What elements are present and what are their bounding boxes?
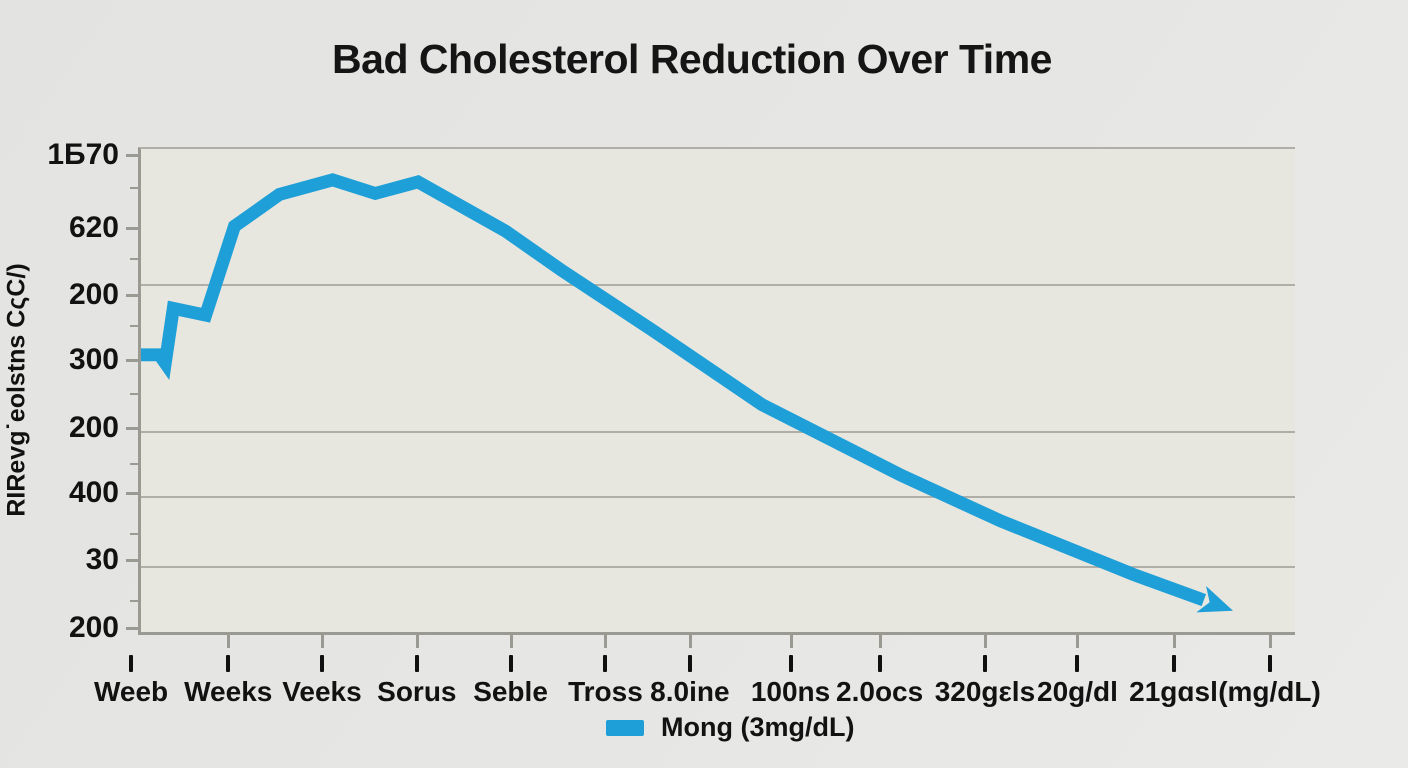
x-tick-glyph xyxy=(226,655,231,672)
x-tick-glyph xyxy=(1267,655,1272,672)
y-tick-mark xyxy=(126,491,138,495)
x-tick-label: 2.0ocs xyxy=(836,676,924,707)
x-tick-glyph xyxy=(1075,655,1080,672)
gridline xyxy=(141,495,1295,498)
y-minor-tick-mark xyxy=(130,187,138,190)
plot-area xyxy=(138,147,1295,635)
legend: Mong (3mg/dL) xyxy=(606,712,854,743)
gridline xyxy=(141,565,1295,568)
y-axis-title: RIRevg˙eolstns CςC/) xyxy=(2,263,31,517)
y-tick-label: 200 xyxy=(68,611,119,645)
x-tick-mark xyxy=(320,634,324,648)
y-tick-label: 30 xyxy=(85,542,119,576)
gridline xyxy=(141,284,1295,287)
y-minor-tick-mark xyxy=(130,325,138,328)
x-tick-label: Seble xyxy=(473,676,548,707)
y-tick-mark xyxy=(126,293,138,297)
x-tick-label: (mg/dL) xyxy=(1218,676,1321,707)
x-tick-glyph xyxy=(982,655,987,672)
x-tick-glyph xyxy=(687,655,692,672)
x-tick-mark xyxy=(789,634,793,648)
y-minor-tick-mark xyxy=(130,533,138,535)
x-tick-glyph xyxy=(877,655,882,672)
y-minor-tick-mark xyxy=(130,257,138,260)
x-tick-mark xyxy=(604,634,608,648)
y-tick-mark xyxy=(126,153,138,157)
x-tick-glyph xyxy=(788,655,793,672)
x-tick-glyph xyxy=(319,655,324,672)
x-tick-glyph xyxy=(1171,655,1176,672)
x-tick-label: Weeks xyxy=(184,676,273,707)
y-tick-label: 1Б70 xyxy=(47,137,119,171)
data-line xyxy=(141,173,1234,613)
x-tick-label: Sorus xyxy=(377,676,457,707)
x-tick-label: 21gɑsl xyxy=(1129,676,1218,707)
y-tick-mark xyxy=(126,227,138,230)
x-tick-mark xyxy=(227,634,231,648)
y-tick-mark xyxy=(126,359,138,363)
y-tick-mark xyxy=(126,427,138,431)
chart-title: Bad Cholesterol Reduction Over Time xyxy=(332,36,1052,82)
x-tick-label: 100ns xyxy=(750,676,831,707)
x-tick-label: 320gεls xyxy=(934,676,1036,707)
x-tick-glyph xyxy=(129,655,134,672)
x-tick-mark xyxy=(1076,634,1080,648)
x-tick-label: Weeb xyxy=(93,676,169,707)
x-tick-label: Tross xyxy=(568,676,643,707)
y-minor-tick-mark xyxy=(130,599,138,602)
y-minor-tick-mark xyxy=(130,463,138,466)
y-minor-tick-mark xyxy=(130,392,138,395)
x-tick-mark xyxy=(415,634,419,648)
cholesterol-line-chart xyxy=(141,173,1234,613)
x-tick-mark xyxy=(1268,634,1272,648)
x-tick-label: Veeks xyxy=(282,676,362,707)
legend-label: Mong (3mg/dL) xyxy=(661,712,855,742)
y-tick-mark xyxy=(126,558,138,562)
x-tick-mark xyxy=(878,634,882,648)
x-tick-glyph xyxy=(414,655,419,672)
x-tick-label: 20g/dl xyxy=(1037,676,1118,707)
x-tick-mark xyxy=(688,634,692,648)
x-tick-glyph xyxy=(508,655,513,672)
x-tick-mark xyxy=(983,634,987,648)
x-tick-glyph xyxy=(603,655,608,672)
legend-swatch-icon xyxy=(606,719,644,736)
x-tick-mark xyxy=(509,634,513,648)
gridline xyxy=(141,431,1295,434)
y-tick-mark xyxy=(126,627,138,631)
x-tick-label: 8.0ine xyxy=(650,676,730,707)
y-tick-label: 620 xyxy=(68,211,119,244)
x-tick-mark xyxy=(1172,634,1176,648)
